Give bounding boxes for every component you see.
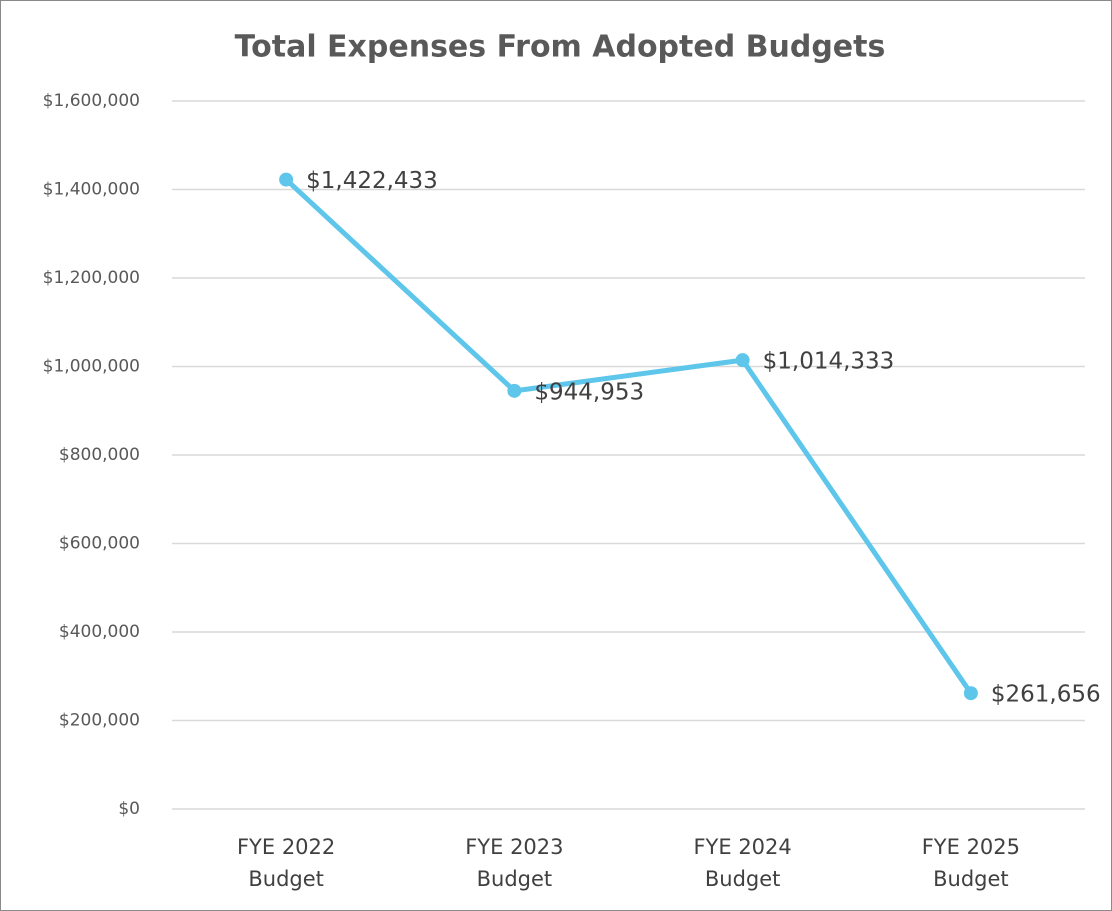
data-point [279, 172, 294, 187]
data-point [507, 383, 522, 398]
y-tick-label: $800,000 [59, 445, 140, 465]
y-tick-label: $600,000 [59, 534, 140, 554]
y-tick-label: $400,000 [59, 622, 140, 642]
x-tick-label: FYE 2025 Budget [922, 835, 1020, 891]
y-tick-label: $1,200,000 [43, 268, 140, 288]
y-tick-label: $1,400,000 [43, 180, 140, 200]
x-tick-label: FYE 2024 Budget [693, 835, 791, 891]
data-point [735, 353, 750, 368]
y-tick-label: $1,000,000 [43, 357, 140, 377]
data-label: $261,656 [991, 682, 1101, 708]
data-label: $1,422,433 [306, 168, 438, 194]
series-line [284, 177, 973, 695]
x-tick-label: FYE 2022 Budget [237, 835, 335, 891]
data-label: $944,953 [534, 379, 644, 405]
data-point [963, 686, 978, 701]
y-tick-label: $0 [118, 799, 140, 819]
y-tick-label: $200,000 [59, 711, 140, 731]
chart-title: Total Expenses From Adopted Budgets [235, 30, 886, 65]
y-tick-label: $1,600,000 [43, 91, 140, 111]
data-label: $1,014,333 [763, 349, 895, 375]
x-tick-label: FYE 2023 Budget [465, 835, 563, 891]
